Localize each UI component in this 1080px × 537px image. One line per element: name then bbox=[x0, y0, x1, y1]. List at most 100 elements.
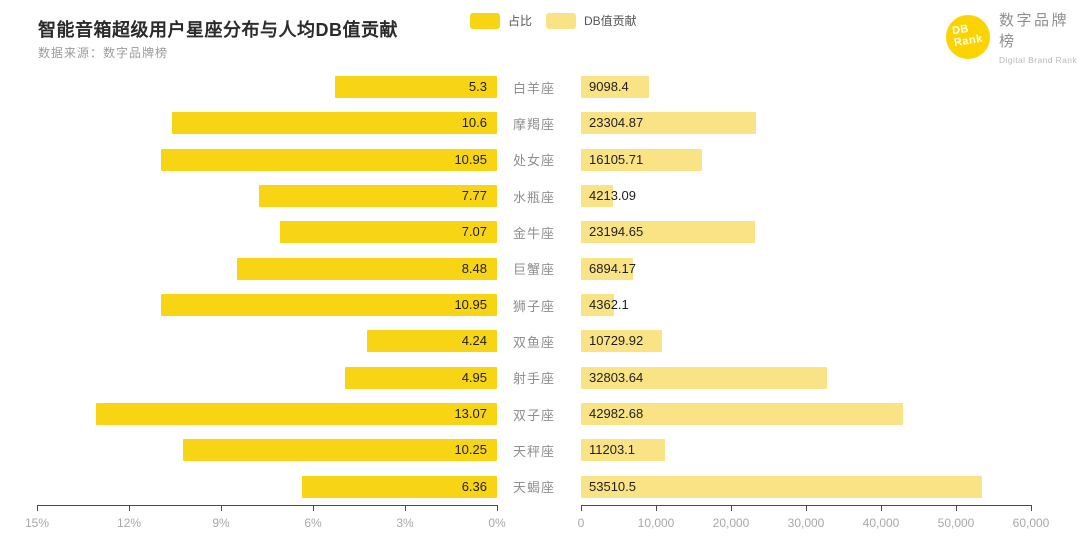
zodiac-label: 天秤座 bbox=[513, 443, 556, 459]
ratio-bar: 4.95 bbox=[345, 366, 497, 389]
axis-tick-label: 9% bbox=[212, 516, 230, 530]
db-bar: 32803.64 bbox=[581, 366, 827, 389]
axis-tick bbox=[37, 505, 38, 511]
db-value-label: 32803.64 bbox=[589, 369, 644, 385]
db-bar: 42982.68 bbox=[581, 403, 904, 426]
axis-tick-label: 30,000 bbox=[787, 516, 825, 530]
axis-tick bbox=[1031, 505, 1032, 511]
ratio-bar: 10.25 bbox=[182, 439, 497, 462]
db-bar: 23194.65 bbox=[581, 221, 755, 244]
brand-name-en: Digital Brand Rank bbox=[999, 55, 1078, 65]
zodiac-label: 射手座 bbox=[513, 371, 556, 387]
ratio-value-label: 5.3 bbox=[468, 79, 487, 95]
legend-item-db: DB值贡献 bbox=[546, 12, 637, 29]
ratio-value-label: 7.07 bbox=[461, 224, 487, 240]
legend-swatch-db-icon bbox=[546, 12, 577, 29]
chart-row: 4.24 双鱼座 10729.92 bbox=[37, 323, 1031, 359]
ratio-bar: 7.77 bbox=[258, 185, 497, 208]
ratio-bar: 6.36 bbox=[302, 475, 497, 498]
right-axis: 0 10,000 20,000 30,000 40,000 50,000 60,000 bbox=[577, 505, 1049, 535]
db-bar: 53510.5 bbox=[581, 475, 983, 498]
brand-name-cn: 数字品牌榜 bbox=[999, 12, 1070, 50]
db-value-label: 9098.4 bbox=[589, 79, 629, 95]
left-axis-line bbox=[37, 505, 497, 506]
zodiac-label: 巨蟹座 bbox=[513, 262, 556, 278]
db-bar: 4362.1 bbox=[581, 294, 629, 317]
zodiac-label: 天蝎座 bbox=[513, 480, 556, 496]
axis-tick-label: 40,000 bbox=[862, 516, 900, 530]
db-value-label: 42982.68 bbox=[589, 406, 644, 422]
axis-tick bbox=[656, 505, 657, 511]
axis-tick bbox=[497, 505, 498, 511]
db-bar: 6894.17 bbox=[581, 257, 636, 280]
db-value-label: 4213.09 bbox=[589, 188, 636, 204]
zodiac-label: 金牛座 bbox=[513, 225, 556, 241]
chart-row: 10.6 摩羯座 23304.87 bbox=[37, 105, 1031, 141]
ratio-value-label: 7.77 bbox=[461, 188, 487, 204]
db-value-label: 23304.87 bbox=[589, 115, 644, 131]
axis-tick bbox=[129, 505, 130, 511]
ratio-value-label: 8.48 bbox=[461, 260, 487, 276]
axis-tick bbox=[881, 505, 882, 511]
db-bar: 16105.71 bbox=[581, 148, 702, 171]
legend-swatch-ratio-icon bbox=[470, 12, 500, 29]
axis-tick-label: 6% bbox=[304, 516, 322, 530]
ratio-bar: 10.95 bbox=[161, 148, 497, 171]
chart-row: 13.07 双子座 42982.68 bbox=[37, 396, 1031, 432]
axis-tick-label: 15% bbox=[24, 516, 50, 530]
axis-tick bbox=[806, 505, 807, 511]
db-value-label: 16105.71 bbox=[589, 151, 644, 167]
chart-row: 4.95 射手座 32803.64 bbox=[37, 360, 1031, 396]
axis-tick bbox=[731, 505, 732, 511]
db-bar: 4213.09 bbox=[581, 185, 636, 208]
db-value-label: 11203.1 bbox=[589, 442, 636, 458]
db-bar: 23304.87 bbox=[581, 112, 756, 135]
ratio-bar: 13.07 bbox=[96, 403, 497, 426]
axis-tick bbox=[313, 505, 314, 511]
ratio-value-label: 4.95 bbox=[461, 369, 487, 385]
axis-tick-label: 3% bbox=[396, 516, 414, 530]
legend: 占比 DB值贡献 bbox=[470, 12, 637, 29]
db-value-label: 53510.5 bbox=[589, 478, 636, 494]
db-rank-logo-icon: DB Rank bbox=[946, 15, 990, 59]
chart-row: 6.36 天蝎座 53510.5 bbox=[37, 469, 1031, 505]
db-bar: 11203.1 bbox=[581, 439, 665, 462]
ratio-bar: 4.24 bbox=[367, 330, 497, 353]
brand-name: 数字品牌榜 Digital Brand Rank bbox=[999, 9, 1080, 65]
ratio-bar: 10.6 bbox=[171, 112, 497, 135]
chart-row: 10.95 处女座 16105.71 bbox=[37, 142, 1031, 178]
zodiac-label: 双子座 bbox=[513, 407, 556, 423]
axis-tick-label: 0 bbox=[577, 516, 585, 530]
zodiac-label: 水瓶座 bbox=[513, 189, 556, 205]
ratio-value-label: 10.25 bbox=[454, 442, 487, 458]
axis-tick-label: 20,000 bbox=[712, 516, 750, 530]
axis-tick bbox=[405, 505, 406, 511]
axis-tick bbox=[956, 505, 957, 511]
ratio-value-label: 4.24 bbox=[461, 333, 487, 349]
legend-item-ratio: 占比 bbox=[470, 12, 532, 29]
ratio-value-label: 6.36 bbox=[461, 478, 487, 494]
ratio-value-label: 10.95 bbox=[454, 297, 487, 313]
chart-row: 7.77 水瓶座 4213.09 bbox=[37, 178, 1031, 214]
zodiac-label: 处女座 bbox=[513, 153, 556, 169]
left-axis: 15% 12% 9% 6% 3% 0% bbox=[25, 505, 506, 535]
chart-rows: 5.3 白羊座 9098.4 10.6 摩羯座 23304.87 10.95 处女座 16105… bbox=[37, 69, 1031, 505]
legend-label-ratio: 占比 bbox=[508, 14, 533, 28]
db-value-label: 23194.65 bbox=[589, 224, 644, 240]
axis-tick bbox=[581, 505, 582, 511]
chart-row: 10.95 狮子座 4362.1 bbox=[37, 287, 1031, 323]
zodiac-label: 双鱼座 bbox=[513, 334, 556, 350]
data-source-label: 数据来源：数字品牌榜 bbox=[38, 46, 169, 60]
zodiac-label: 摩羯座 bbox=[513, 116, 556, 132]
axis-tick-label: 0% bbox=[488, 516, 506, 530]
brand-logo: DB Rank 数字品牌榜 Digital Brand Rank bbox=[946, 9, 1080, 65]
chart-row: 8.48 巨蟹座 6894.17 bbox=[37, 251, 1031, 287]
zodiac-label: 白羊座 bbox=[513, 80, 556, 96]
ratio-value-label: 10.95 bbox=[454, 151, 487, 167]
legend-label-db: DB值贡献 bbox=[584, 14, 637, 28]
ratio-value-label: 13.07 bbox=[454, 406, 487, 422]
db-value-label: 10729.92 bbox=[589, 333, 644, 349]
page-title: 智能音箱超级用户星座分布与人均DB值贡献 bbox=[38, 20, 398, 40]
ratio-bar: 8.48 bbox=[236, 257, 497, 280]
